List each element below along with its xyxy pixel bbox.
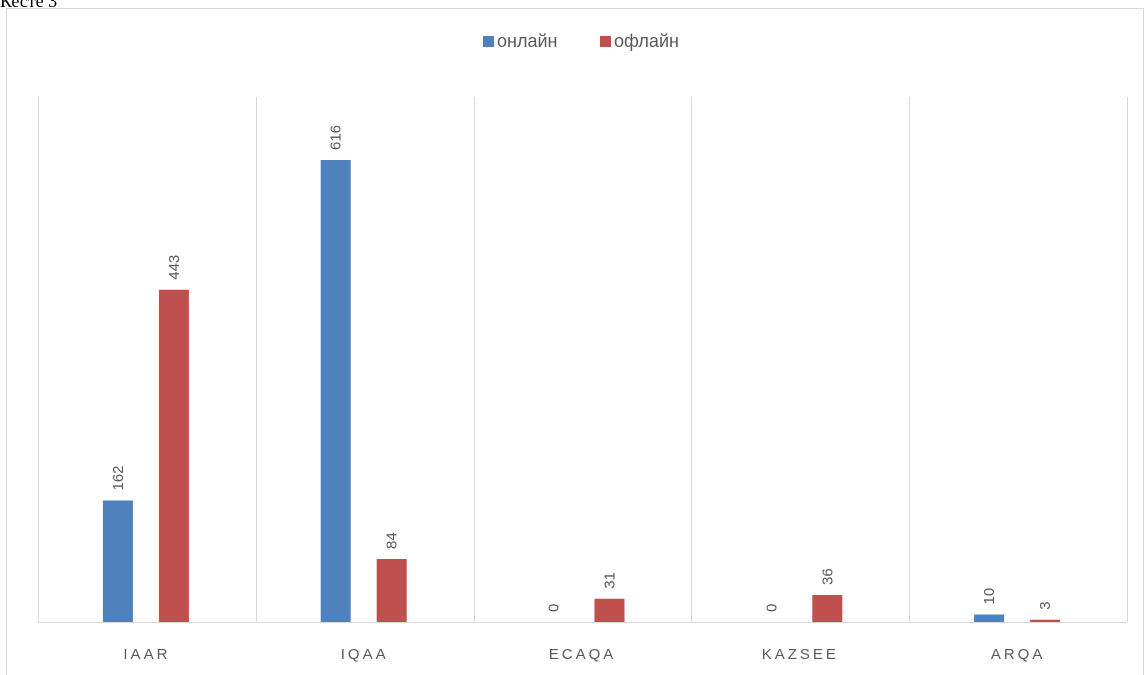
legend-swatch-офлайн bbox=[600, 36, 611, 47]
legend-label-онлайн: онлайн bbox=[497, 31, 557, 51]
bar-онлайн-IAAR bbox=[102, 500, 133, 622]
legend-swatch-онлайн bbox=[483, 36, 494, 47]
legend-label-офлайн: офлайн bbox=[614, 31, 679, 51]
category-label-kazsee: KAZSEE bbox=[762, 646, 839, 663]
bar-онлайн-ARQA bbox=[974, 614, 1005, 622]
category-label-iaar: IAAR bbox=[123, 646, 170, 663]
data-label-офлайн-IAAR: 443 bbox=[166, 255, 183, 280]
chart-frame bbox=[6, 8, 1144, 675]
data-label-онлайн-ARQA: 10 bbox=[981, 588, 998, 605]
category-label-ecaqa: ECAQA bbox=[549, 646, 617, 663]
data-label-онлайн-IAAR: 162 bbox=[110, 465, 127, 490]
data-label-онлайн-KAZSEE: 0 bbox=[763, 604, 780, 612]
category-label-iqaa: IQAA bbox=[341, 646, 389, 663]
figure-caption: Кесте 3 bbox=[0, 0, 58, 11]
bar-офлайн-IQAA bbox=[376, 559, 407, 622]
bar-офлайн-IAAR bbox=[158, 289, 189, 622]
data-label-онлайн-ECAQA: 0 bbox=[546, 604, 563, 612]
data-label-офлайн-IQAA: 84 bbox=[384, 532, 401, 549]
data-label-офлайн-ECAQA: 31 bbox=[602, 572, 619, 589]
data-label-офлайн-KAZSEE: 36 bbox=[819, 568, 836, 585]
data-label-офлайн-ARQA: 3 bbox=[1037, 601, 1054, 609]
bar-офлайн-KAZSEE bbox=[812, 595, 843, 622]
data-label-онлайн-IQAA: 616 bbox=[328, 125, 345, 150]
category-label-arqa: ARQA bbox=[991, 646, 1046, 663]
bar-офлайн-ARQA bbox=[1030, 619, 1061, 622]
bar-онлайн-IQAA bbox=[320, 160, 351, 622]
bar-офлайн-ECAQA bbox=[594, 598, 625, 622]
